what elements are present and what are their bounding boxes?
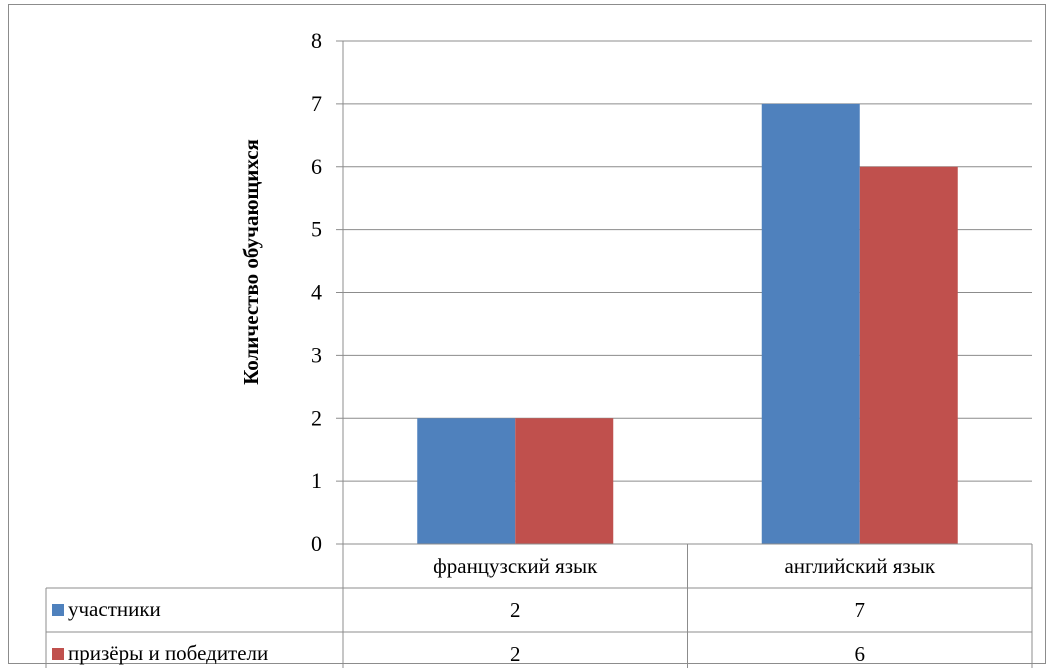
bar [761,103,860,544]
y-tick-label: 7 [311,91,322,116]
y-tick-label: 8 [311,28,322,53]
bar [417,418,516,544]
x-tick-label: английский язык [784,554,935,578]
bars [417,103,958,544]
y-tick-label: 0 [311,531,322,556]
bar [859,166,958,544]
data-label: 7 [855,598,866,622]
y-tick-label: 5 [311,217,322,242]
y-tick-label: 3 [311,342,322,367]
legend-key [52,648,64,660]
legend-label: участники [68,597,161,621]
y-tick-label: 4 [311,280,322,305]
y-tick-labels: 0 1 2 3 4 5 6 7 8 [311,28,322,556]
legend-key [52,604,64,616]
y-tick-label: 6 [311,154,322,179]
data-label: 2 [510,598,521,622]
y-axis-label: Количество обучающихся [239,139,263,385]
x-tick-label: французский язык [433,554,598,578]
data-label: 6 [855,642,866,666]
legend-label: призёры и победители [68,641,268,665]
data-table: французский язык английский язык участники… [45,543,1033,668]
data-label: 2 [510,642,521,666]
bar [515,418,614,544]
y-tick-label: 2 [311,405,322,430]
y-tick-label: 1 [311,468,322,493]
